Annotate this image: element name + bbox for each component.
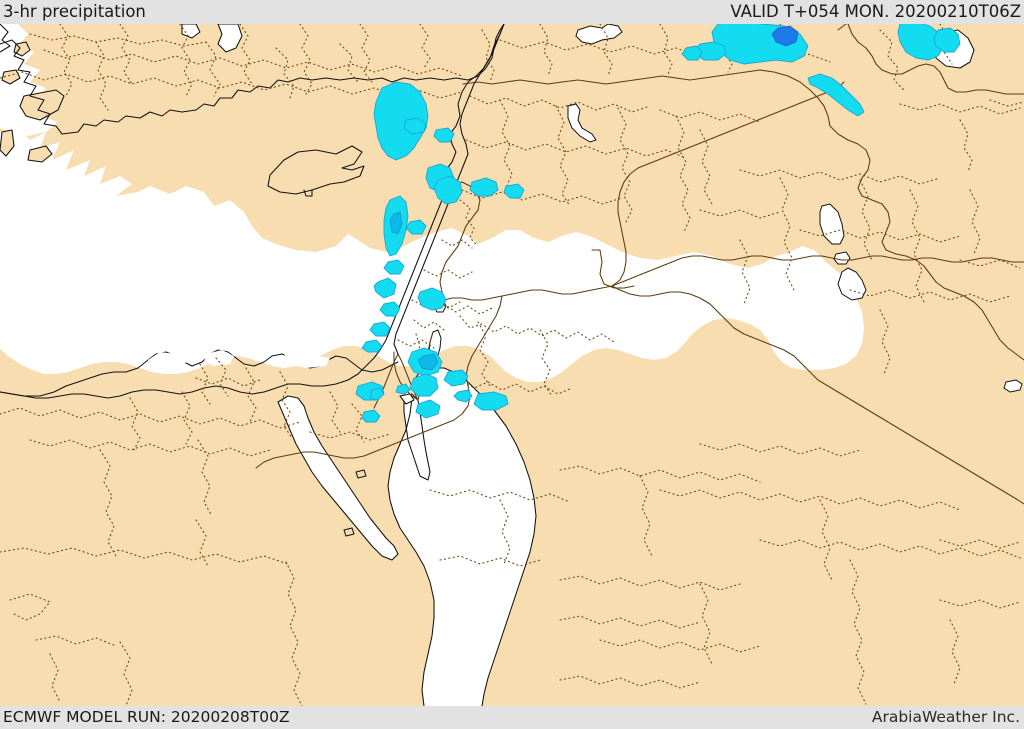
border-saudi-iraq: [611, 255, 1024, 287]
precip-blob-jordan-1: [443, 369, 469, 387]
coast-islet-small-1: [355, 469, 367, 479]
precip-blob-inland-syria-2: [503, 183, 525, 199]
sea-burullus-lagoon: [204, 350, 234, 366]
island-karpathos: [0, 130, 14, 156]
precip-blob-sinai-2: [395, 383, 411, 395]
sea-gulf-of-aqaba: [404, 394, 430, 480]
precip-blob-lebanon-small: [405, 219, 427, 235]
coast-cyprus: [267, 145, 365, 195]
precip-blob-galilee: [417, 287, 447, 311]
coast-black-sliver-2: [217, 23, 243, 53]
precip-blob-coast-small-2: [373, 277, 397, 299]
precip-blob-coast-small-3: [379, 301, 401, 317]
border-israel-jordan-syria: [443, 81, 845, 301]
sea-gulf-of-suez: [278, 396, 398, 560]
precip-blob-tigris: [807, 73, 865, 117]
sea-manzala-lagoon: [148, 352, 186, 372]
precip-blob-armenia-1: [897, 21, 945, 61]
coast-cyprus-akrotiri: [303, 189, 313, 197]
model-run-label: ECMWF MODEL RUN: 20200208T00Z: [3, 708, 290, 726]
precip-blob-jordan-4: [453, 389, 473, 403]
border-jordan-iraq-step: [591, 249, 635, 289]
precip-blob-coast-small-4: [369, 321, 391, 337]
island-cyprus: [268, 146, 364, 194]
coast-nile-delta: [0, 349, 399, 397]
header-bar: 3-hr precipitation VALID T+054 MON. 2020…: [0, 0, 1024, 24]
precip-blob-coast-small-5: [361, 339, 383, 353]
border-turkey-syria-iraq: [462, 69, 831, 127]
coast-aegean-islands: [0, 41, 65, 163]
precip-blob-jordan-2: [415, 399, 441, 419]
lake-van: [575, 23, 623, 45]
precip-blob-inland-syria-1: [469, 177, 499, 197]
border-egypt-sinai-north: [393, 351, 419, 401]
precip-blob-deadsea-s: [409, 373, 439, 397]
coast-islet-tiran: [399, 393, 415, 405]
precip-blob-border-small: [681, 45, 703, 61]
border-turkey-iraq-iran: [829, 125, 1024, 361]
border-jordan-west: [255, 295, 503, 469]
precip-blob-syria-coast-2: [433, 175, 463, 205]
precip-blob-coast-small-1: [383, 259, 405, 275]
coast-turkey-aegean: [0, 23, 11, 53]
precip-blob-sinai-1: [369, 387, 385, 401]
border-jordan-saudi-iraq: [611, 285, 1024, 505]
precip-blob-armenia-2: [933, 27, 961, 53]
lake-habbaniyah: [833, 251, 851, 265]
precip-blob-med-2: [433, 127, 455, 143]
border-turkey-caucasus: [837, 23, 1024, 95]
precip-blob-israel-coast-2: [361, 409, 381, 423]
geography: [0, 23, 1024, 707]
precip-blob-south-turkey: [373, 81, 429, 161]
coast-sinai-red-sea: [277, 395, 399, 561]
precip-core-deadsea: [417, 353, 439, 371]
precip-blob-jordan-3: [473, 391, 509, 411]
credit-label: ArabiaWeather Inc.: [871, 708, 1020, 726]
sea-mediterranean: [0, 128, 864, 382]
sea-black-sliver-1: [182, 24, 200, 38]
precipitation-layer: [355, 21, 961, 423]
lake-assad: [567, 103, 597, 143]
precip-blob-med-1: [403, 117, 427, 135]
precip-core-lebanon: [389, 211, 403, 235]
island-crete-sliver: [28, 146, 52, 162]
coast-turkey-south: [0, 23, 505, 135]
lake-marsh-basra: [1003, 379, 1023, 393]
page-title: 3-hr precipitation: [3, 2, 146, 21]
valid-time-label: VALID T+054 MON. 20200210T06Z: [730, 2, 1021, 21]
admin-borders: [0, 23, 1024, 707]
coast-islet-small-2: [343, 527, 355, 537]
sea-bardawil-lagoon: [284, 352, 330, 368]
footer-bar: ECMWF MODEL RUN: 20200208T00Z ArabiaWeat…: [0, 706, 1024, 729]
precip-core-ne-turkey: [771, 25, 799, 47]
sea-black-sliver-2: [218, 24, 242, 52]
coast-black-sliver-1: [181, 23, 201, 39]
